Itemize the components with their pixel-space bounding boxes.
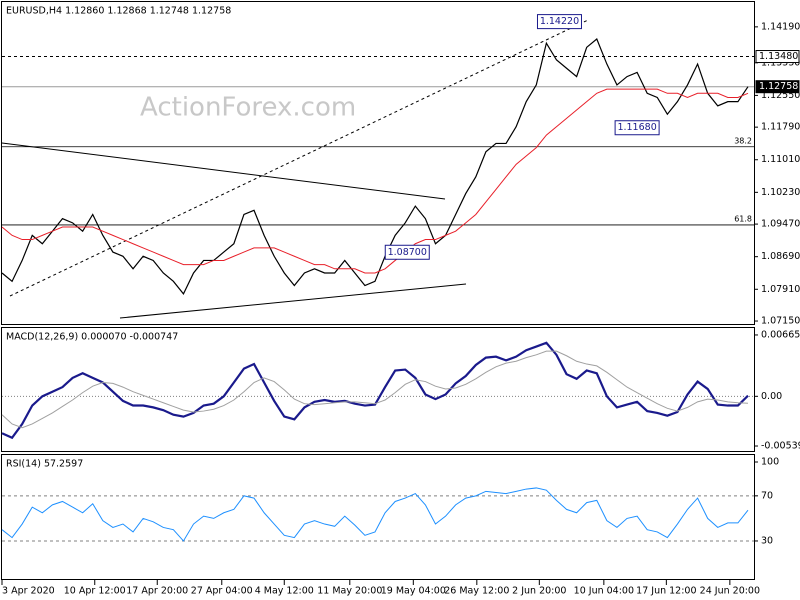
y-tick-label: -0.005391 <box>761 441 800 452</box>
y-tick-label: 70 <box>761 490 773 501</box>
x-tick-label: 10 Apr 12:00 <box>64 586 126 597</box>
series-line <box>1 350 749 429</box>
annotation-box <box>536 14 582 30</box>
y-tick-label: 1.11010 <box>761 154 800 165</box>
chart-title: EURUSD,H4 1.12860 1.12868 1.12748 1.1275… <box>6 6 231 17</box>
x-tick-label: 17 Apr 20:00 <box>126 586 188 597</box>
y-tick-label: 1.11790 <box>761 122 800 133</box>
annotation-box <box>614 120 660 136</box>
x-tick-label: 24 Jun 20:00 <box>700 586 760 597</box>
series-line <box>1 487 749 542</box>
fib-label: 61.8 <box>734 214 752 223</box>
fib-label: 38.2 <box>734 136 752 145</box>
x-tick-label: 11 May 20:00 <box>317 586 382 597</box>
level-box <box>755 80 800 94</box>
annotation-label: 1.14220 <box>540 16 579 27</box>
y-tick-label: 1.12550 <box>761 90 800 101</box>
level-label: 1.13480 <box>759 51 798 62</box>
watermark: ActionForex.com <box>140 93 356 123</box>
annotation-label: 1.11680 <box>617 122 656 133</box>
x-tick-label: 27 Apr 04:00 <box>191 586 253 597</box>
y-tick-label: 1.09470 <box>761 219 800 230</box>
y-tick-label: 1.07150 <box>761 316 800 327</box>
series-line <box>1 37 749 295</box>
x-tick-label: 2 Jun 20:00 <box>512 586 566 597</box>
y-tick-label: 100 <box>761 456 779 467</box>
y-tick-label: 1.14190 <box>761 21 800 32</box>
series-line <box>1 88 749 274</box>
annotation-label: 1.08700 <box>388 247 427 258</box>
trend-line <box>9 19 589 297</box>
x-tick-label: 17 Jun 12:00 <box>636 586 696 597</box>
level-label: 1.12758 <box>759 81 798 92</box>
trend-line <box>119 283 467 319</box>
x-tick-label: 3 Apr 2020 <box>2 586 55 597</box>
level-box <box>755 50 800 64</box>
x-tick-label: 4 May 12:00 <box>255 586 314 597</box>
y-tick-label: 0.006655 <box>761 329 800 340</box>
y-tick-label: 1.10230 <box>761 187 800 198</box>
y-tick-label: 0.00 <box>761 391 782 402</box>
y-tick-label: 1.07910 <box>761 284 800 295</box>
rsi-title: RSI(14) 57.2597 <box>6 459 83 470</box>
trend-line <box>1 142 446 200</box>
price-panel <box>1 1 755 325</box>
y-tick-label: 1.08690 <box>761 251 800 262</box>
x-tick-label: 19 May 04:00 <box>381 586 446 597</box>
x-tick-label: 10 Jun 04:00 <box>574 586 634 597</box>
series-line <box>1 341 749 440</box>
y-tick-label: 30 <box>761 535 773 546</box>
rsi-panel <box>1 454 755 580</box>
annotation-box <box>384 244 430 260</box>
macd-panel <box>1 327 755 452</box>
x-tick-label: 26 May 12:00 <box>444 586 509 597</box>
macd-title: MACD(12,26,9) 0.000070 -0.000747 <box>6 332 178 343</box>
